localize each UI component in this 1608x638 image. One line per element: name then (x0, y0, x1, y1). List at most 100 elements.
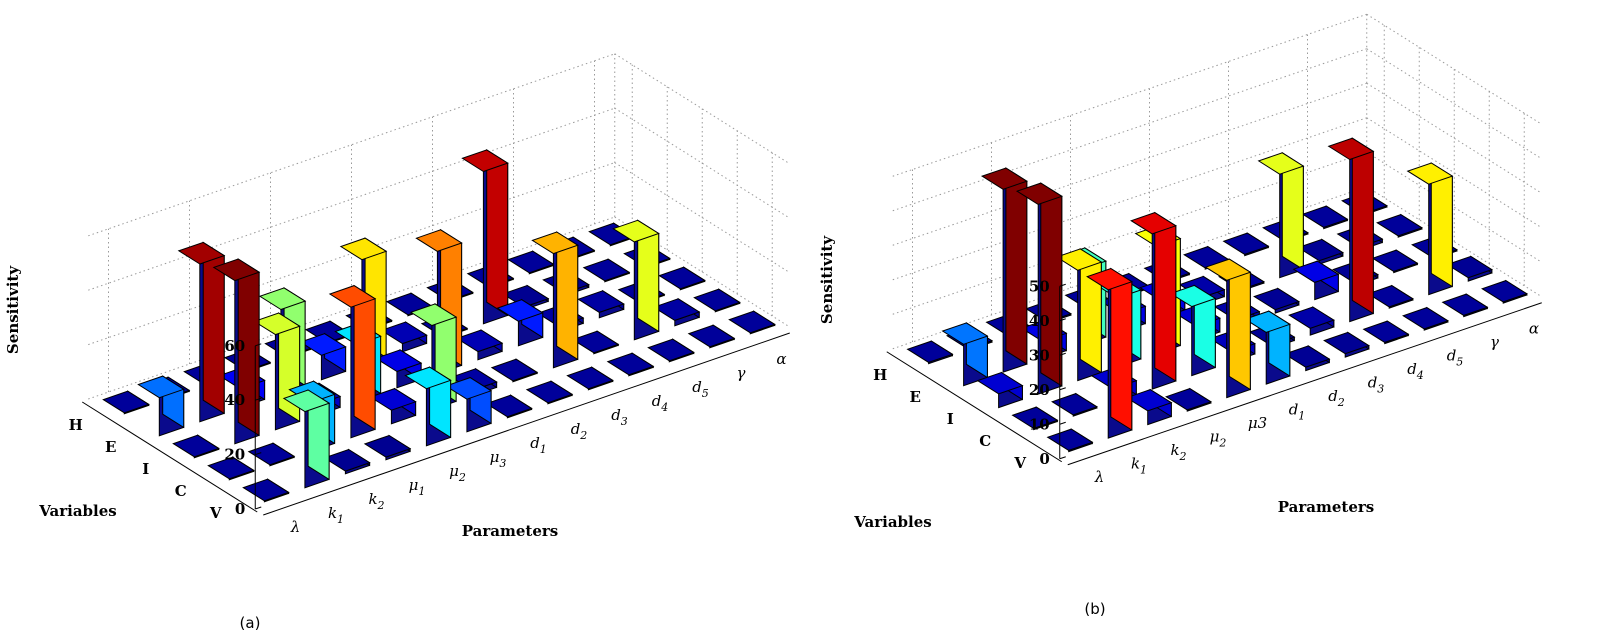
z-tick-mark (1059, 283, 1066, 287)
bar-E-μ2 (299, 332, 347, 381)
bar-V-μ2 (1165, 387, 1212, 412)
bar-H-d5 (507, 250, 555, 275)
bar-top-face (299, 333, 347, 356)
bar-I-d3 (496, 298, 544, 347)
bar-V-k2 (1125, 388, 1173, 426)
bar-E-d5 (1297, 238, 1344, 265)
parameter-tick-label: d4 (1407, 360, 1424, 382)
bar-side-face (1110, 267, 1133, 431)
bar-C-μ2 (1130, 211, 1177, 390)
bar-top-face (1169, 284, 1217, 308)
z-tick-mark (255, 397, 262, 401)
bar-V-k1 (1086, 267, 1133, 439)
z-tick-label: 50 (1029, 277, 1050, 295)
z-tick-label: 0 (235, 500, 245, 518)
bar-top-face (374, 349, 423, 373)
parameter-tick-label: μ3 (490, 448, 507, 470)
bar-I-d2 (455, 329, 504, 361)
grid-line (88, 216, 615, 400)
bar-top-face (1481, 280, 1528, 303)
variables-axis-label: Variables (38, 502, 116, 520)
bar-C-λ (207, 456, 255, 481)
z-tick-label: 20 (1029, 381, 1050, 399)
bar-top-face (455, 329, 504, 353)
bar-top-face (612, 219, 660, 243)
z-axis-label: Sensitivity (818, 235, 836, 324)
grid-planes (88, 53, 791, 400)
parameter-tick-label: α (1529, 320, 1539, 338)
variables-axis-label: Variables (853, 513, 931, 531)
bar-top-face (369, 388, 417, 411)
z-tick-mark (255, 452, 262, 456)
bar-top-face (1086, 267, 1133, 291)
bar-E-d4 (1257, 151, 1305, 279)
bar-V-λ (1046, 428, 1094, 453)
bar-I-k2 (253, 312, 301, 431)
variable-tick-label: H (873, 366, 887, 384)
parameter-tick-label: λ (1094, 468, 1105, 486)
parameter-axis-line (1067, 302, 1542, 466)
bars (906, 137, 1528, 453)
variable-tick-label: I (142, 460, 149, 478)
caption-b: (b) (1084, 600, 1105, 618)
grid-planes (892, 13, 1543, 350)
z-tick-mark (1059, 318, 1066, 322)
bar-E-k1 (177, 241, 226, 423)
bar-V-λ (242, 478, 290, 503)
bar-V-d5 (1402, 306, 1449, 331)
parameter-tick-label: α (776, 350, 786, 368)
bar-top-face (1130, 212, 1177, 235)
grid-line (1366, 151, 1543, 263)
grid-line (1366, 117, 1543, 229)
bar-top-face (1323, 331, 1370, 355)
bar-C-d5 (1367, 284, 1414, 309)
bar-V-μ3 (444, 376, 493, 433)
variable-tick-label: E (105, 438, 116, 456)
bar-top-face (323, 448, 371, 472)
bar-V-d2 (1283, 344, 1331, 372)
bar-top-face (253, 312, 301, 336)
parameter-tick-label: d2 (571, 420, 588, 442)
grid-line (88, 107, 615, 291)
parameter-tick-label: d4 (652, 392, 669, 414)
z-tick-label: 40 (1029, 312, 1050, 330)
bar-top-face (1402, 307, 1449, 330)
bar-top-face (582, 258, 631, 282)
bar-top-face (728, 310, 776, 334)
bar-top-face (1051, 393, 1098, 416)
z-tick-label: 20 (224, 446, 245, 464)
bar-V-d1 (485, 394, 533, 419)
bar-top-face (1376, 214, 1423, 237)
bar-V-d4 (606, 352, 655, 377)
bar-top-face (1327, 137, 1375, 161)
bar-top-face (404, 366, 452, 390)
bar-side-face (486, 148, 509, 317)
chart-a: 0 20 40 60 H E I C Vλ k1 k2 μ1 μ2 μ3 d1 d2 d3 d4 d5 γ α Sensi… (4, 53, 791, 540)
parameter-tick-label: μ3 (1248, 414, 1267, 432)
bar-top-face (242, 478, 290, 502)
bar-E-α (1376, 213, 1423, 238)
z-tick-mark (255, 506, 262, 510)
grid-line (88, 162, 615, 346)
bar-C-α (1446, 255, 1493, 282)
bar-C-α (693, 288, 741, 313)
bar-top-face (501, 284, 550, 308)
bar-top-face (490, 358, 539, 382)
bar-top-face (693, 288, 741, 312)
bar-V-d3 (1323, 331, 1370, 358)
bar-top-face (207, 456, 255, 480)
parameter-tick-label: k1 (1131, 455, 1147, 477)
bar-top-face (496, 299, 544, 322)
bar-top-face (363, 434, 412, 458)
bar-top-face (687, 324, 736, 348)
bar-side-face (1154, 211, 1177, 382)
z-tick-label: 10 (1029, 415, 1050, 433)
variable-tick-label: I (947, 410, 954, 428)
parameter-tick-label: γ (1490, 333, 1499, 351)
grid-line (614, 162, 791, 274)
bar-top-face (606, 352, 655, 376)
parameter-tick-label: γ (737, 364, 746, 382)
bar-side-face (353, 284, 376, 431)
bar-E-k1 (980, 167, 1028, 373)
z-tick-label: 40 (224, 391, 245, 409)
